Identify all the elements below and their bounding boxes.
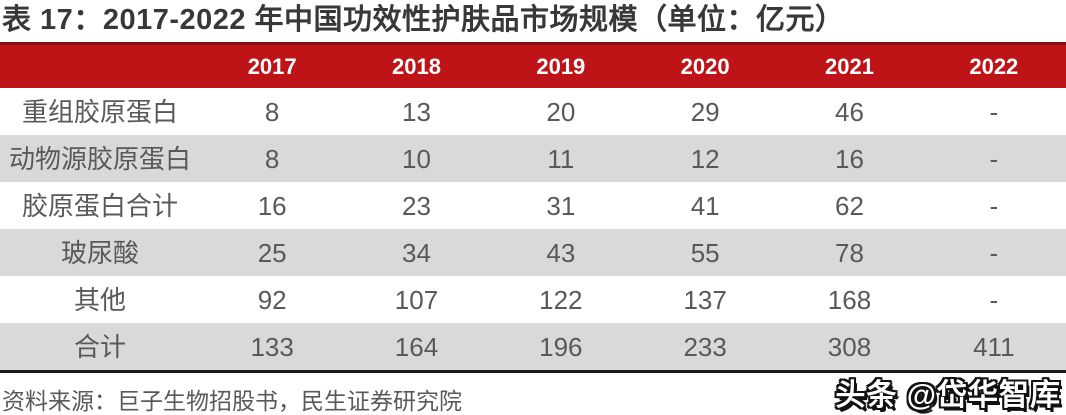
table-cell: 43 — [546, 237, 576, 268]
table-cell: - — [989, 284, 999, 315]
table-cell: 23 — [402, 190, 431, 221]
table-cell: 29 — [690, 96, 720, 127]
table-row-animal-collagen: 动物源胶原蛋白 8 10 11 12 16 - — [0, 135, 1066, 182]
watermark-text: 头条 @岱华智库 — [835, 379, 1061, 412]
row-label: 其他 — [73, 284, 126, 315]
table-cell: 196 — [539, 331, 583, 362]
table-cell: 46 — [835, 96, 864, 127]
row-label: 胶原蛋白合计 — [21, 190, 178, 221]
source-note: 资料来源：巨子生物招股书，民生证券研究院 — [2, 388, 462, 414]
table-cell: 16 — [257, 190, 287, 221]
table-cell: 10 — [402, 143, 431, 174]
data-table: 2017 2018 2019 2020 2021 2022 重组胶原蛋白 8 1… — [0, 42, 1066, 373]
table-cell: 41 — [690, 190, 720, 221]
table-cell: 16 — [835, 143, 864, 174]
table-header-row: 2017 2018 2019 2020 2021 2022 — [0, 42, 1066, 88]
header-cell-2021: 2021 — [825, 53, 874, 79]
table-cell: 34 — [402, 237, 431, 268]
row-label: 合计 — [73, 331, 126, 362]
row-label: 动物源胶原蛋白 — [8, 143, 191, 174]
table-cell: - — [989, 237, 999, 268]
table-cell: 62 — [835, 190, 864, 221]
table-cell: 133 — [250, 331, 294, 362]
table-cell: 107 — [394, 284, 439, 315]
table-cell: 20 — [546, 96, 576, 127]
table-cell: 55 — [690, 237, 720, 268]
table-row-collagen-total: 胶原蛋白合计 16 23 31 41 62 - — [0, 182, 1066, 229]
table-cell: 25 — [257, 237, 287, 268]
header-cell-2020: 2020 — [680, 53, 730, 79]
table-cell: 164 — [394, 331, 439, 362]
table-row-other: 其他 92 107 122 137 168 - — [0, 276, 1066, 323]
table-cell: 92 — [257, 284, 287, 315]
table-cell: - — [989, 190, 999, 221]
table-cell: 8 — [264, 143, 280, 174]
table-cell: 233 — [683, 331, 727, 362]
table-cell: 8 — [264, 96, 280, 127]
table-cell: 308 — [827, 331, 872, 362]
header-cell-2019: 2019 — [536, 53, 586, 79]
table-row-total: 合计 133 164 196 233 308 411 — [0, 323, 1066, 370]
header-cell-2018: 2018 — [392, 53, 441, 79]
header-cell-2022: 2022 — [969, 53, 1019, 79]
header-cell-2017: 2017 — [247, 53, 297, 79]
table-cell: 137 — [683, 284, 727, 315]
table-cell: 168 — [827, 284, 872, 315]
table-cell: 11 — [547, 143, 575, 174]
row-label: 重组胶原蛋白 — [21, 96, 178, 127]
table-cell: - — [989, 96, 999, 127]
table-cell: 12 — [690, 143, 720, 174]
table-row-hyaluronic-acid: 玻尿酸 25 34 43 55 78 - — [0, 229, 1066, 276]
table-title: 表 17：2017-2022 年中国功效性护肤品市场规模（单位：亿元） — [2, 4, 845, 36]
row-label: 玻尿酸 — [60, 237, 139, 268]
table-cell: 122 — [539, 284, 583, 315]
table-cell: 13 — [402, 96, 431, 127]
table-cell: 411 — [973, 331, 1015, 362]
table-cell: 31 — [546, 190, 576, 221]
table-row-recombinant-collagen: 重组胶原蛋白 8 13 20 29 46 - — [0, 88, 1066, 135]
table-cell: - — [989, 143, 999, 174]
table-cell: 78 — [835, 237, 864, 268]
